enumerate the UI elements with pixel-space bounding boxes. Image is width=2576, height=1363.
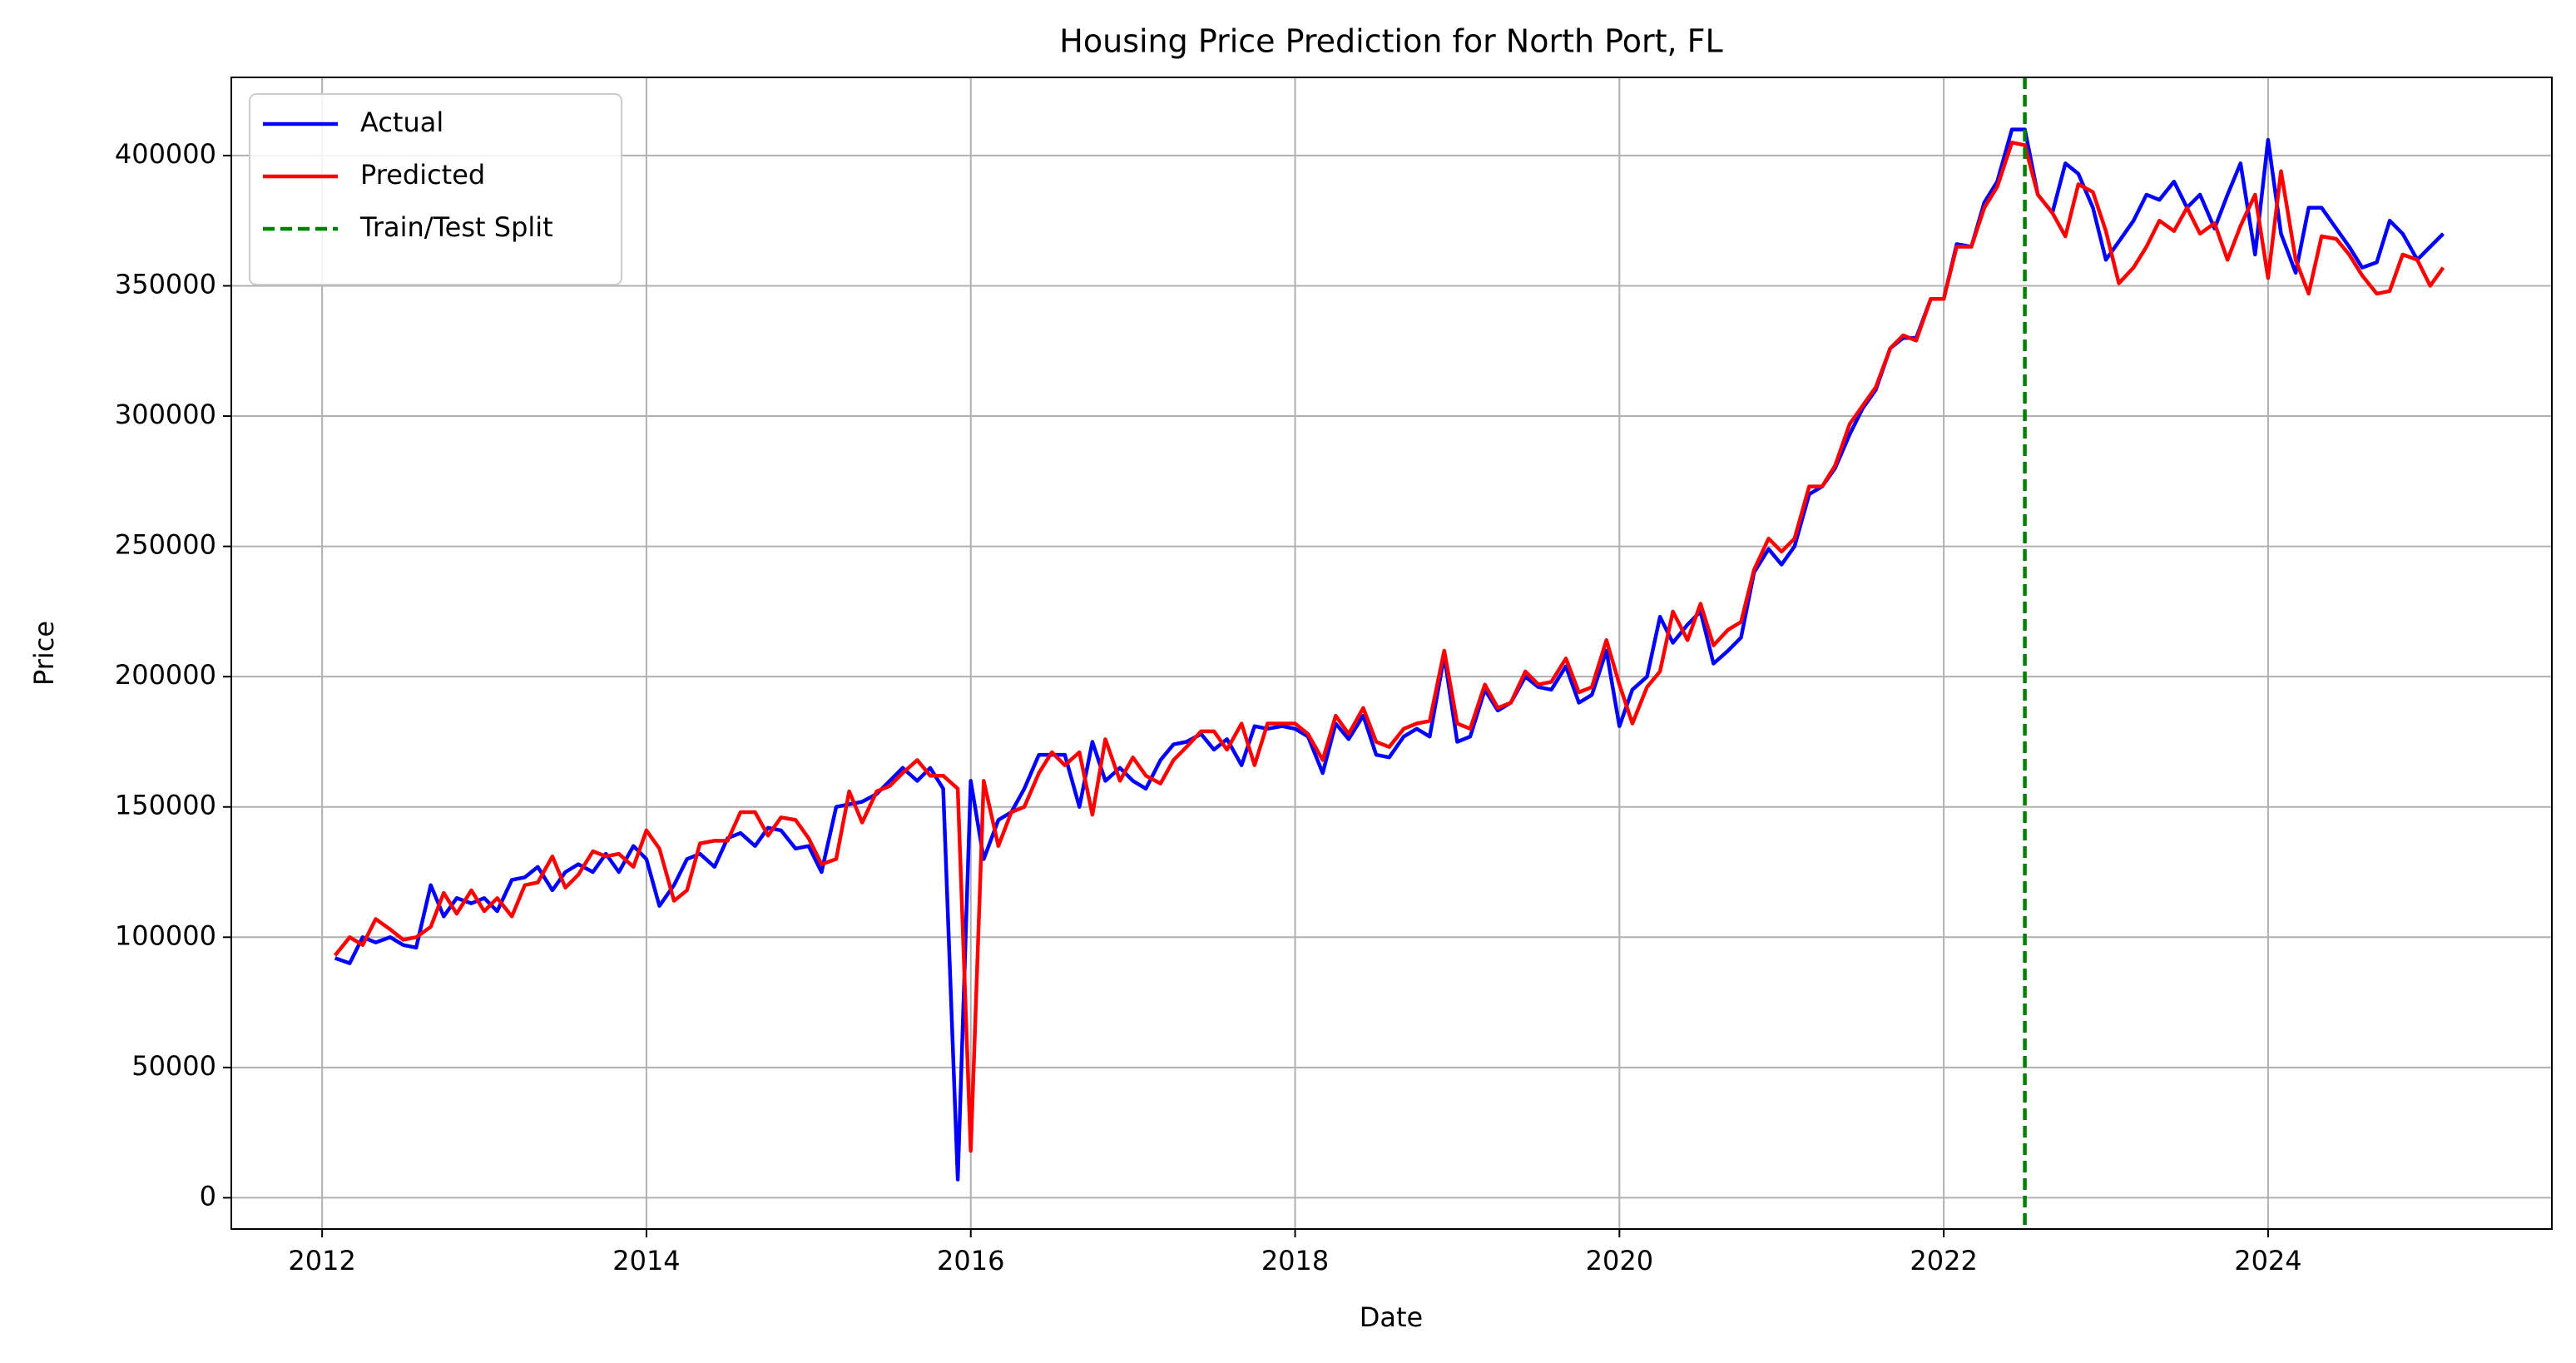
y-tick-label: 100000	[115, 919, 216, 951]
y-tick-label: 350000	[115, 268, 216, 300]
legend-box	[249, 93, 622, 285]
x-tick-label: 2024	[2234, 1245, 2301, 1276]
x-tick-label: 2012	[288, 1245, 355, 1276]
y-tick-label: 50000	[131, 1050, 216, 1082]
x-tick-label: 2018	[1261, 1245, 1329, 1276]
series-line	[334, 127, 2445, 1182]
y-tick-label: 150000	[115, 790, 216, 821]
y-tick-label: 300000	[115, 399, 216, 430]
series-line	[333, 141, 2445, 1153]
y-tick-label: 400000	[115, 138, 216, 170]
x-tick-label: 2016	[937, 1245, 1004, 1276]
x-tick-label: 2020	[1586, 1245, 1653, 1276]
y-tick-label: 250000	[115, 529, 216, 561]
legend-label: Train/Test Split	[359, 211, 553, 243]
y-tick-label: 0	[200, 1180, 216, 1212]
legend-label: Predicted	[360, 159, 485, 191]
x-tick-label: 2014	[612, 1245, 680, 1276]
x-axis-label: Date	[1360, 1301, 1423, 1333]
plot-frame	[230, 77, 2553, 1230]
chart-title: Housing Price Prediction for North Port,…	[1059, 23, 1722, 60]
x-tick-label: 2022	[1910, 1245, 1977, 1276]
y-tick-label: 200000	[115, 659, 216, 691]
legend-label: Actual	[360, 107, 443, 138]
y-axis-label: Price	[28, 621, 60, 686]
